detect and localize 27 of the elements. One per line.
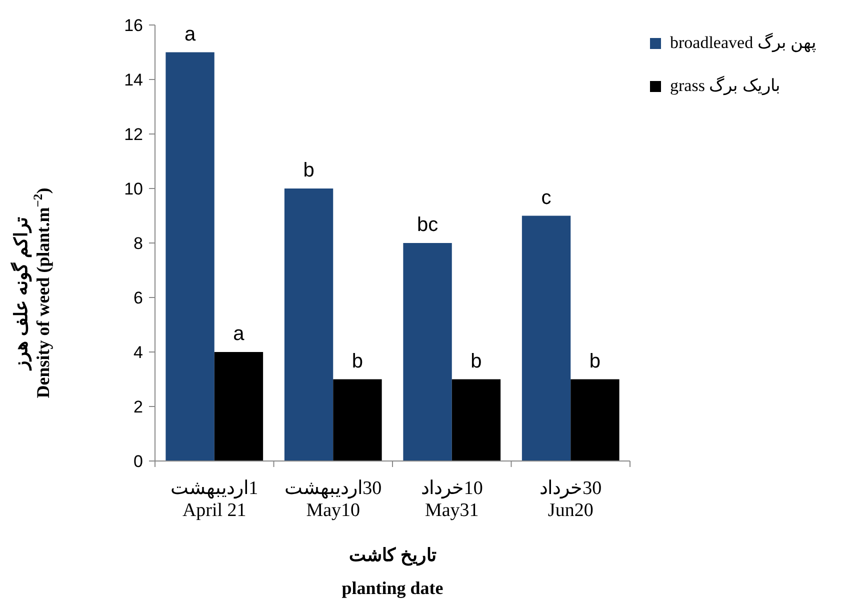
y-tick-label: 4 [134, 343, 143, 362]
y-tick-label: 10 [124, 180, 143, 198]
y-tick-label: 12 [124, 125, 143, 144]
bar [452, 379, 501, 461]
legend-label: grass باریک برگ [670, 75, 780, 96]
y-tick-label: 2 [134, 398, 143, 416]
bar [166, 52, 214, 461]
y-tick-label: 8 [134, 234, 143, 253]
bar [214, 352, 264, 461]
annotation: c [541, 186, 552, 209]
annotation: b [589, 350, 601, 372]
bar [403, 243, 452, 461]
y-tick-label: 6 [134, 288, 143, 308]
bar [570, 379, 620, 461]
annotation: bc [416, 214, 438, 236]
annotation: b [352, 350, 364, 372]
annotation: b [470, 350, 482, 372]
y-tick-label: 16 [124, 16, 143, 35]
legend-label: broadleaved پهن برگ [670, 32, 817, 53]
bar [333, 379, 382, 461]
bar [522, 216, 571, 461]
y-tick-label: 14 [124, 70, 143, 90]
annotation: b [303, 160, 314, 182]
annotation: a [184, 23, 196, 46]
y-tick-label: 0 [134, 452, 143, 471]
annotation: a [233, 323, 246, 345]
bar [284, 188, 334, 461]
